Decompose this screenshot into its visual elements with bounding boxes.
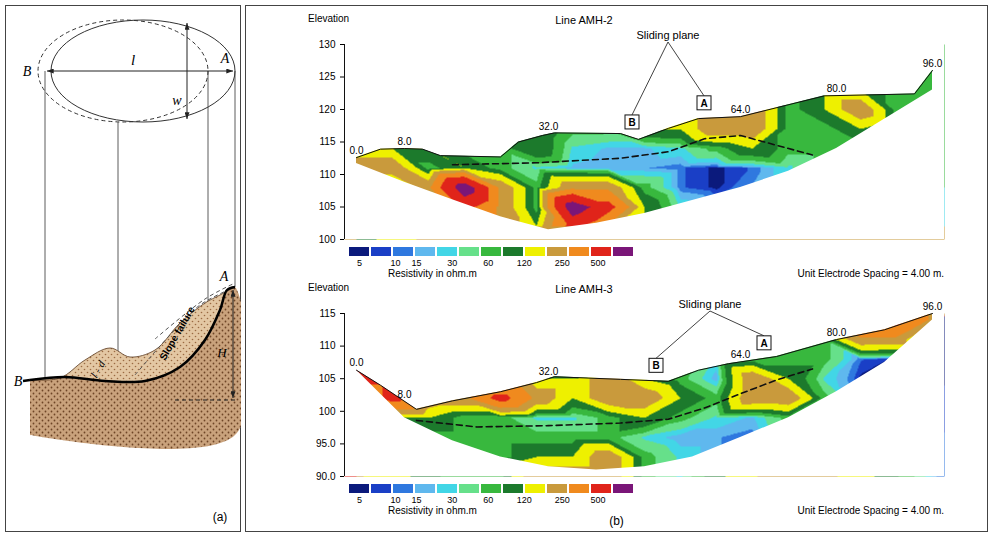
svg-text:115: 115 — [320, 136, 336, 147]
svg-text:H: H — [216, 345, 227, 360]
svg-text:105: 105 — [319, 373, 336, 384]
svg-text:105: 105 — [319, 201, 336, 212]
svg-text:0.0: 0.0 — [350, 145, 364, 156]
svg-text:125: 125 — [319, 71, 336, 82]
svg-text:Line AMH-3: Line AMH-3 — [555, 283, 612, 295]
svg-text:60: 60 — [483, 495, 493, 505]
svg-text:30: 30 — [447, 258, 457, 268]
svg-text:60: 60 — [483, 258, 493, 268]
svg-text:A: A — [220, 51, 230, 66]
svg-text:Unit Electrode Spacing = 4.00: Unit Electrode Spacing = 4.00 m. — [798, 505, 944, 516]
svg-text:32.0: 32.0 — [539, 366, 559, 377]
svg-text:l - d: l - d — [88, 358, 108, 380]
svg-text:5: 5 — [357, 495, 362, 505]
svg-text:15: 15 — [411, 495, 421, 505]
svg-text:115: 115 — [320, 308, 336, 319]
svg-text:8.0: 8.0 — [398, 136, 412, 147]
svg-text:120: 120 — [517, 258, 532, 268]
svg-text:110: 110 — [320, 169, 336, 180]
svg-text:96.0: 96.0 — [923, 301, 943, 312]
svg-text:0.0: 0.0 — [350, 357, 364, 368]
svg-text:100: 100 — [319, 234, 336, 245]
svg-text:110: 110 — [320, 340, 336, 351]
svg-text:96.0: 96.0 — [923, 58, 943, 69]
svg-text:130: 130 — [319, 39, 336, 50]
svg-text:250: 250 — [555, 258, 570, 268]
svg-text:Elevation: Elevation — [308, 282, 349, 293]
svg-text:80.0: 80.0 — [827, 83, 847, 94]
svg-text:80.0: 80.0 — [827, 327, 847, 338]
svg-text:(a): (a) — [213, 510, 228, 524]
svg-text:Resistivity in ohm.m: Resistivity in ohm.m — [388, 505, 477, 516]
svg-text:Line AMH-2: Line AMH-2 — [555, 14, 612, 26]
svg-text:w: w — [172, 93, 182, 108]
svg-text:15: 15 — [411, 258, 421, 268]
svg-text:B: B — [652, 360, 659, 371]
svg-text:10: 10 — [390, 258, 400, 268]
svg-text:30: 30 — [447, 495, 457, 505]
svg-text:B: B — [628, 117, 635, 128]
svg-text:64.0: 64.0 — [731, 104, 751, 115]
svg-text:120: 120 — [517, 495, 532, 505]
svg-text:Elevation: Elevation — [308, 13, 349, 24]
svg-text:l: l — [131, 52, 135, 68]
svg-text:90.0: 90.0 — [316, 471, 336, 482]
svg-text:500: 500 — [591, 258, 606, 268]
svg-text:Unit Electrode Spacing = 4.00: Unit Electrode Spacing = 4.00 m. — [798, 268, 944, 279]
svg-text:250: 250 — [555, 495, 570, 505]
svg-text:B: B — [23, 64, 32, 79]
svg-text:Slope failure: Slope failure — [157, 304, 197, 362]
svg-text:64.0: 64.0 — [731, 349, 751, 360]
svg-text:8.0: 8.0 — [398, 389, 412, 400]
html-text:(b): (b) — [609, 514, 624, 528]
svg-text:10: 10 — [390, 495, 400, 505]
svg-text:Resistivity in ohm.m: Resistivity in ohm.m — [388, 268, 477, 279]
svg-text:500: 500 — [591, 495, 606, 505]
svg-text:5: 5 — [357, 258, 362, 268]
svg-text:B: B — [14, 374, 23, 389]
svg-text:32.0: 32.0 — [539, 121, 559, 132]
svg-text:95.0: 95.0 — [316, 438, 336, 449]
svg-text:A: A — [219, 269, 229, 284]
svg-text:A: A — [760, 338, 767, 349]
svg-text:A: A — [700, 98, 707, 109]
svg-text:100: 100 — [319, 406, 336, 417]
svg-text:120: 120 — [319, 104, 336, 115]
svg-text:Sliding plane: Sliding plane — [637, 29, 700, 41]
svg-text:Sliding plane: Sliding plane — [679, 298, 742, 310]
